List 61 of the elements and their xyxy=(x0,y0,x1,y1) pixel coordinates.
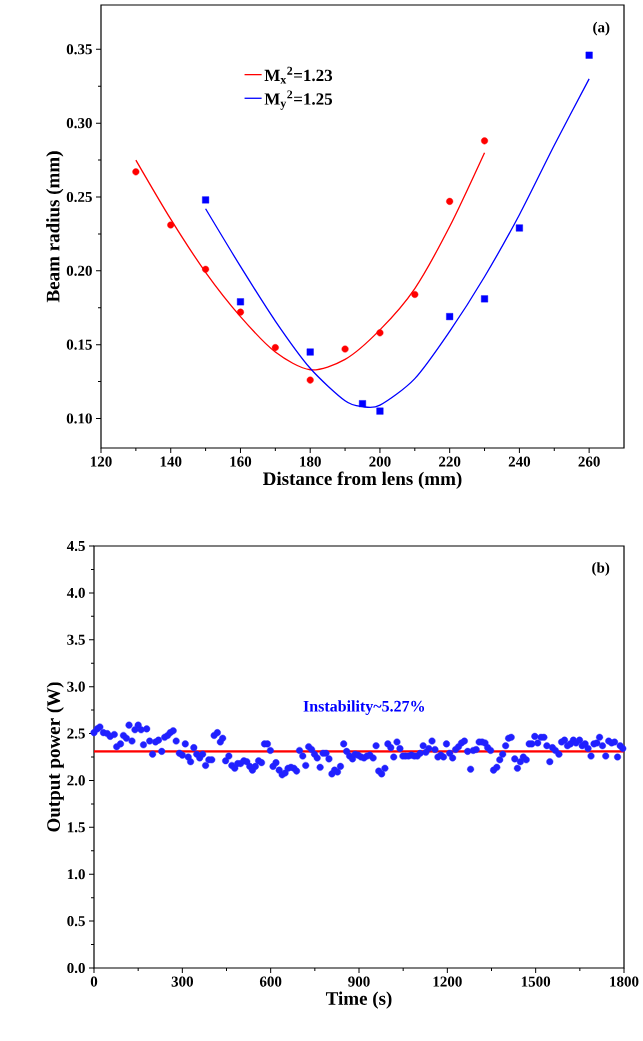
point xyxy=(271,344,279,352)
y-tick-label: 1.0 xyxy=(67,869,85,880)
y-axis-title: Output power (W) xyxy=(46,682,64,832)
x-tick-label: 600 xyxy=(259,976,282,987)
point xyxy=(236,308,244,316)
y-axis-title: Beam radius (mm) xyxy=(46,151,64,303)
point xyxy=(446,313,454,321)
y-tick-label: 2.0 xyxy=(67,775,85,786)
x-tick-label: 1200 xyxy=(433,976,462,987)
y-tick-label: 4.0 xyxy=(66,587,85,598)
x-axis-title: Time (s) xyxy=(325,991,392,1009)
point xyxy=(359,400,366,408)
y-tick-label: 0.35 xyxy=(66,44,92,55)
point xyxy=(306,376,314,384)
y-tick-label: 0.10 xyxy=(66,413,92,424)
x-tick-label: 200 xyxy=(369,456,391,467)
y-tick-label: 3.5 xyxy=(67,634,85,645)
y-tick-label: 4.5 xyxy=(66,540,85,552)
legend-label: M$_{y}$$^{2}$=1.25 xyxy=(264,90,333,110)
y-tick-label: 3.0 xyxy=(67,681,85,692)
x-tick-label: 300 xyxy=(171,976,194,987)
x-tick-label: 160 xyxy=(230,456,252,467)
annotation: Instability~5.27% xyxy=(303,700,425,715)
point xyxy=(376,407,384,415)
point xyxy=(481,137,489,145)
point xyxy=(202,265,210,273)
point xyxy=(515,224,523,232)
y-tick-label: 0.30 xyxy=(66,118,92,129)
y-tick-label: 0.15 xyxy=(66,339,92,350)
x-tick-label: 0 xyxy=(90,976,98,987)
annotation: (a) xyxy=(593,21,610,36)
y-tick-label: 0.25 xyxy=(66,191,92,203)
point xyxy=(341,345,349,353)
x-tick-label: 220 xyxy=(439,456,461,467)
x-tick-label: 140 xyxy=(160,456,182,467)
x-tick-label: 1500 xyxy=(521,976,551,987)
y-tick-label: 0.0 xyxy=(67,962,85,974)
point xyxy=(132,168,140,176)
point xyxy=(481,295,489,303)
x-tick-label: 1800 xyxy=(610,976,639,987)
x-tick-label: 180 xyxy=(300,456,321,467)
x-axis-title: Distance from lens (mm) xyxy=(263,471,462,489)
line-series xyxy=(135,152,486,371)
point xyxy=(202,196,210,204)
x-tick-label: 260 xyxy=(578,456,600,467)
legend-label: M$_{x}$$^{2}$=1.23 xyxy=(264,66,333,84)
y-tick-label: 1.5 xyxy=(67,822,85,833)
point xyxy=(411,290,419,298)
x-tick-label: 120 xyxy=(90,456,112,467)
point xyxy=(446,197,454,205)
point xyxy=(306,348,314,356)
point xyxy=(585,51,593,59)
point xyxy=(376,329,384,337)
point xyxy=(236,298,244,306)
y-tick-label: 0.5 xyxy=(67,916,85,927)
x-tick-label: 900 xyxy=(348,976,370,987)
x-tick-label: 240 xyxy=(508,456,531,467)
point xyxy=(167,221,175,229)
y-tick-label: 2.5 xyxy=(67,728,85,739)
y-tick-label: 0.20 xyxy=(66,265,92,276)
annotation: (b) xyxy=(592,562,610,576)
